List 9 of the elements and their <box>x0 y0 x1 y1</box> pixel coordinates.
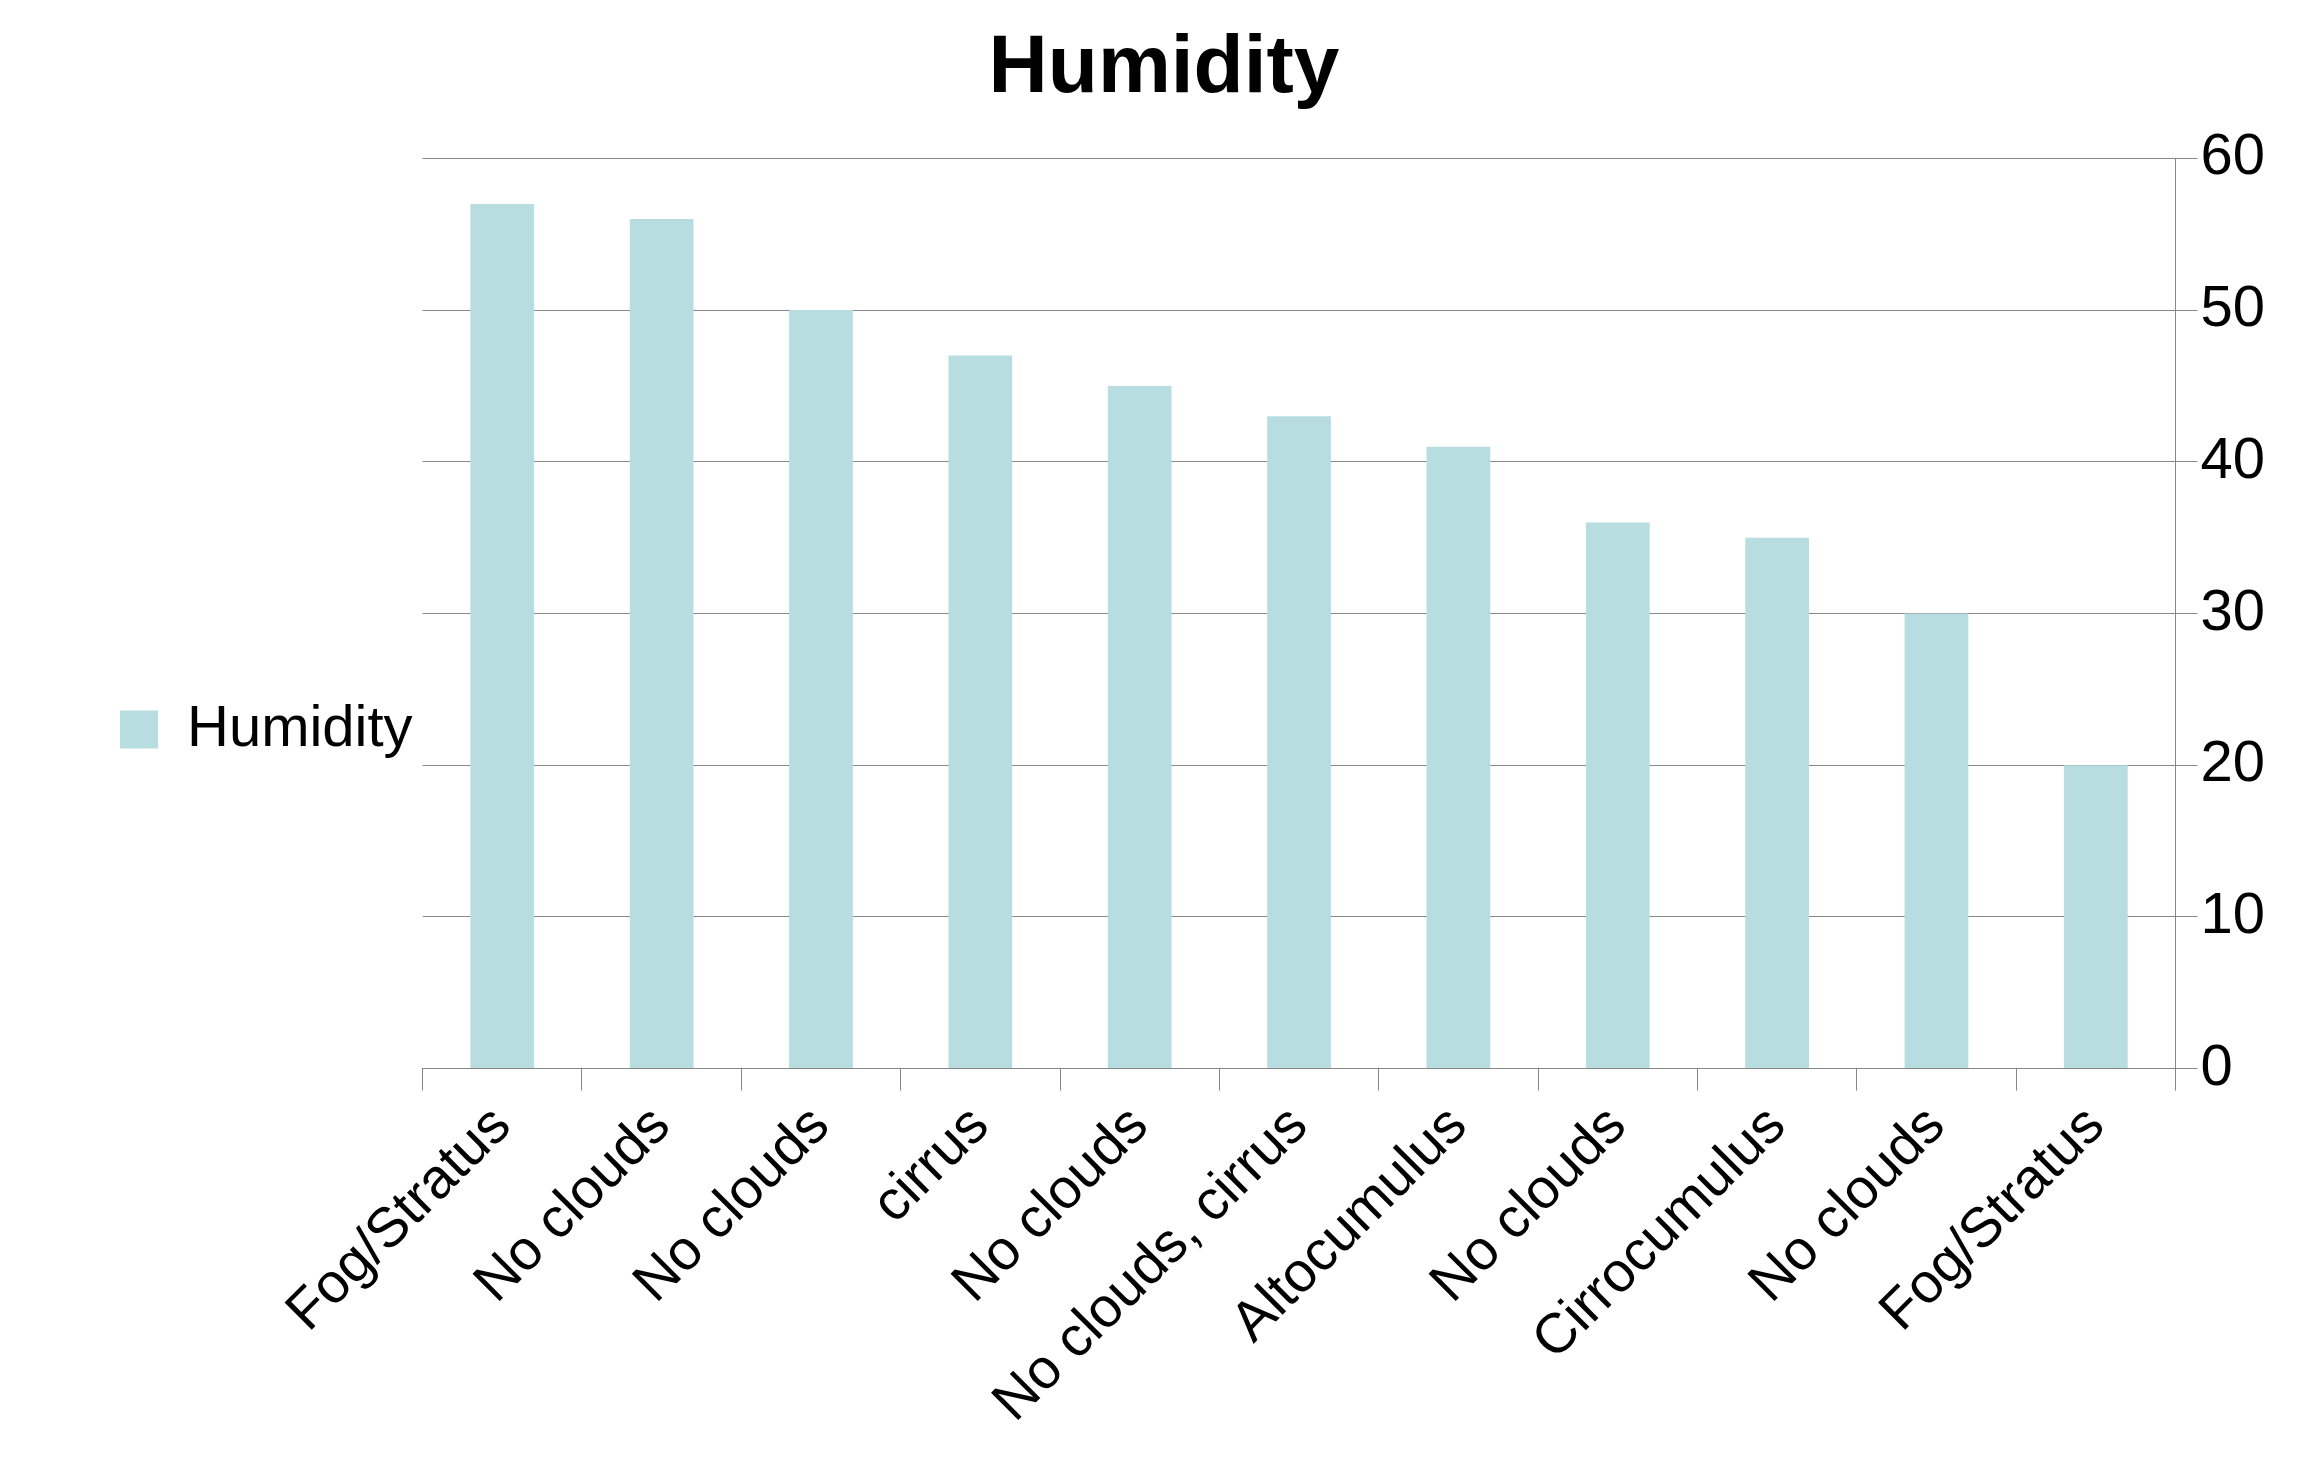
y-tick-label: 0 <box>2200 1031 2233 1097</box>
y-tick-label: 30 <box>2200 576 2265 642</box>
y-tick-label: 40 <box>2200 424 2265 490</box>
y-tick-label: 20 <box>2200 728 2265 794</box>
legend-label: Humidity <box>187 692 413 758</box>
chart-title: Humidity <box>988 17 1340 109</box>
y-tick-label: 60 <box>2200 121 2265 187</box>
y-tick-label: 10 <box>2200 879 2265 945</box>
y-tick-label: 50 <box>2200 273 2265 339</box>
